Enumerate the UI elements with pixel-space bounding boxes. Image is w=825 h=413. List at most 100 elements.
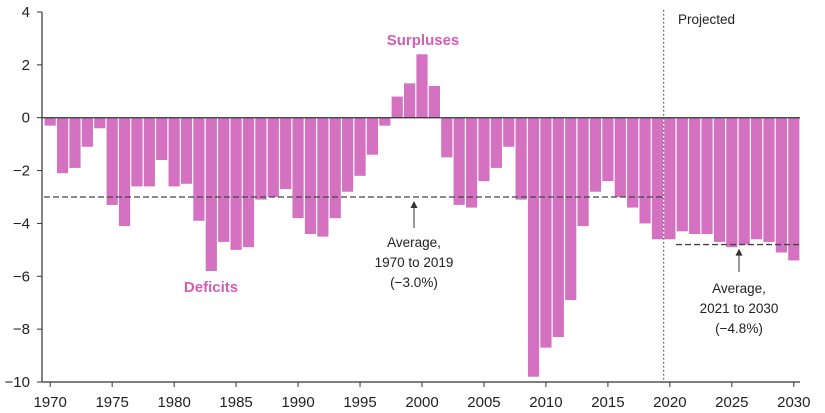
y-tick-label: 0 bbox=[22, 110, 30, 127]
bar-2017 bbox=[627, 117, 639, 208]
bar-2028 bbox=[763, 117, 775, 242]
bar-1992 bbox=[317, 117, 329, 237]
bar-2003 bbox=[453, 117, 465, 205]
x-tick-label: 2010 bbox=[529, 394, 562, 411]
bar-2021 bbox=[676, 117, 688, 232]
surpluses-label: Surpluses bbox=[387, 32, 460, 49]
bar-2013 bbox=[577, 117, 589, 227]
bar-1989 bbox=[280, 117, 292, 190]
avg1-line2: 1970 to 2019 bbox=[375, 255, 454, 270]
bar-1998 bbox=[391, 96, 403, 118]
bar-1976 bbox=[118, 117, 131, 227]
avg2-line2: 2021 to 2030 bbox=[700, 301, 779, 316]
avg1-line3: (−3.0%) bbox=[390, 275, 438, 290]
bar-2030 bbox=[788, 117, 800, 261]
bar-2024 bbox=[713, 117, 726, 242]
avg2-line1: Average, bbox=[712, 281, 766, 296]
bar-1985 bbox=[230, 117, 242, 250]
bar-2004 bbox=[465, 117, 478, 208]
y-tick-label: −6 bbox=[13, 268, 30, 285]
x-tick-label: 1970 bbox=[34, 394, 67, 411]
bar-1993 bbox=[329, 117, 341, 219]
y-tick-label: 4 bbox=[22, 4, 30, 21]
x-tick-label: 2015 bbox=[591, 394, 624, 411]
bar-1979 bbox=[156, 117, 168, 160]
bar-2029 bbox=[775, 117, 787, 253]
x-tick-label: 1980 bbox=[157, 394, 190, 411]
bar-1971 bbox=[56, 117, 69, 174]
bar-2000 bbox=[416, 54, 428, 118]
bar-1970 bbox=[44, 117, 56, 126]
y-tick-label: −8 bbox=[13, 321, 30, 338]
avg2-line3: (−4.8%) bbox=[715, 321, 763, 336]
bar-1996 bbox=[366, 117, 379, 155]
bar-1994 bbox=[342, 117, 354, 192]
bar-1973 bbox=[81, 117, 93, 147]
bar-2001 bbox=[428, 86, 440, 118]
bar-2005 bbox=[478, 117, 490, 182]
bar-1978 bbox=[143, 117, 155, 187]
bar-2008 bbox=[515, 117, 527, 200]
bar-1972 bbox=[69, 117, 81, 168]
y-tick-label: 2 bbox=[22, 57, 30, 74]
projected-label: Projected bbox=[678, 12, 735, 27]
bar-2014 bbox=[589, 117, 602, 192]
avg1-arrow-head bbox=[410, 201, 418, 208]
avg1-line1: Average, bbox=[387, 235, 441, 250]
x-tick-label: 1985 bbox=[219, 394, 252, 411]
bar-1999 bbox=[404, 83, 416, 118]
x-tick-label: 1990 bbox=[281, 394, 314, 411]
bar-2015 bbox=[602, 117, 614, 182]
bar-2020 bbox=[664, 117, 676, 240]
bar-1997 bbox=[379, 117, 391, 126]
y-tick-label: −10 bbox=[5, 374, 30, 391]
bar-1983 bbox=[205, 117, 217, 272]
x-tick-label: 2005 bbox=[467, 394, 500, 411]
x-tick-label: 2000 bbox=[405, 394, 438, 411]
bar-2007 bbox=[503, 117, 515, 147]
bar-1987 bbox=[255, 117, 267, 200]
bars-group bbox=[44, 54, 800, 377]
bar-2012 bbox=[565, 117, 577, 301]
bar-2026 bbox=[738, 117, 750, 245]
bar-2016 bbox=[614, 117, 626, 197]
bar-1991 bbox=[304, 117, 317, 234]
bar-2018 bbox=[639, 117, 651, 224]
bar-1977 bbox=[131, 117, 143, 187]
avg2-arrow-head bbox=[735, 248, 743, 256]
bar-1986 bbox=[242, 117, 255, 248]
y-tick-label: −4 bbox=[13, 215, 30, 232]
average-annotation-1970-2019: Average, 1970 to 2019 (−3.0%) bbox=[375, 235, 454, 290]
bar-2010 bbox=[540, 117, 552, 348]
bar-1990 bbox=[292, 117, 304, 219]
bar-2011 bbox=[552, 117, 564, 338]
bar-2006 bbox=[490, 117, 502, 168]
bar-1980 bbox=[168, 117, 180, 187]
x-tick-label: 2025 bbox=[715, 394, 748, 411]
bar-2023 bbox=[701, 117, 713, 234]
bar-1981 bbox=[180, 117, 193, 184]
bar-2009 bbox=[527, 117, 540, 377]
bar-1982 bbox=[193, 117, 205, 221]
x-tick-label: 1995 bbox=[343, 394, 376, 411]
average-annotation-2021-2030: Average, 2021 to 2030 (−4.8%) bbox=[700, 281, 779, 336]
reference-lines bbox=[44, 10, 800, 382]
bar-2027 bbox=[751, 117, 763, 240]
bar-1984 bbox=[218, 117, 230, 242]
x-tick-label: 1975 bbox=[95, 394, 128, 411]
bar-2002 bbox=[441, 117, 453, 158]
x-tick-label: 2020 bbox=[653, 394, 686, 411]
bar-1974 bbox=[94, 117, 106, 129]
bar-2025 bbox=[726, 117, 738, 248]
deficits-label: Deficits bbox=[184, 279, 238, 296]
y-tick-label: −2 bbox=[13, 163, 30, 180]
x-axis: 1970 1975 1980 1985 1990 1995 2000 2005 2010 2015… bbox=[34, 381, 810, 411]
bar-1995 bbox=[354, 117, 366, 176]
bar-2022 bbox=[689, 117, 701, 234]
y-axis: 4 2 0 −2 −4 −6 −8 −10 bbox=[5, 4, 800, 391]
bar-1988 bbox=[267, 117, 279, 197]
bar-1975 bbox=[106, 117, 118, 205]
x-tick-label: 2030 bbox=[777, 394, 810, 411]
bar-2019 bbox=[651, 117, 664, 240]
